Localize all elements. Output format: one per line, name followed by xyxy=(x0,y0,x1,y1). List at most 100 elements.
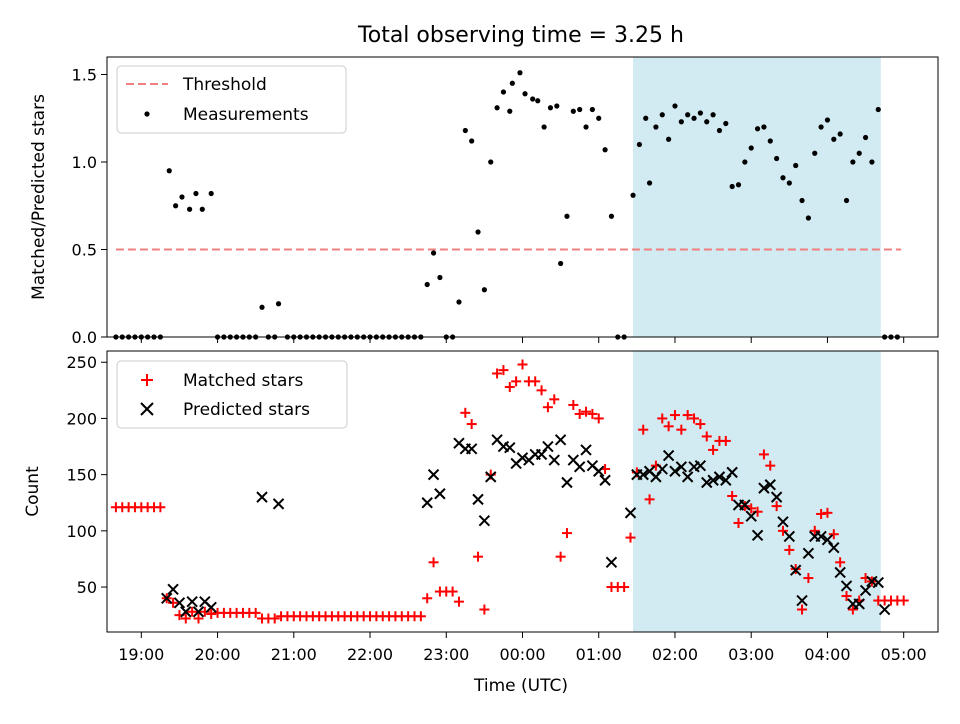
matched-star-point xyxy=(676,424,687,435)
y-tick-label: 150 xyxy=(66,466,97,485)
matched-star-point xyxy=(561,528,572,539)
matched-star-point xyxy=(657,413,668,424)
predicted-star-point xyxy=(272,498,285,510)
matched-star-point xyxy=(517,359,528,370)
y-tick-label: 1.0 xyxy=(72,153,97,172)
predicted-star-point xyxy=(701,476,713,489)
predicted-star-point xyxy=(516,452,529,464)
measurement-point xyxy=(583,124,589,130)
predicted-star-point xyxy=(675,461,688,473)
matched-star-point xyxy=(428,557,439,568)
matched-star-point xyxy=(708,444,719,455)
predicted-star-point xyxy=(802,547,815,560)
predicted-star-point xyxy=(504,441,516,454)
matched-star-point xyxy=(498,365,509,376)
measurement-point xyxy=(259,304,265,310)
matched-star-point xyxy=(542,402,553,413)
measurement-point xyxy=(774,155,780,162)
measurement-point xyxy=(697,110,703,116)
matched-star-point xyxy=(638,424,649,435)
bottom-shaded-window xyxy=(633,351,881,632)
predicted-star-point xyxy=(694,459,707,472)
predicted-star-point xyxy=(465,443,478,455)
predicted-star-point xyxy=(542,440,554,453)
measurement-point xyxy=(173,203,179,209)
x-axis-label: Time (UTC) xyxy=(473,676,568,696)
predicted-star-point xyxy=(758,482,770,494)
measurement-point xyxy=(608,213,615,219)
measurement-point xyxy=(602,147,608,153)
measurement-point xyxy=(735,182,742,188)
matched-star-point xyxy=(733,517,744,528)
predicted-star-point xyxy=(573,461,586,473)
predicted-star-point xyxy=(605,556,618,569)
matched-star-point xyxy=(206,609,217,620)
predicted-star-point xyxy=(656,463,668,475)
x-tick-label: 01:00 xyxy=(576,645,622,664)
y-tick-label: 0.0 xyxy=(72,328,97,347)
measurement-point xyxy=(723,120,729,127)
predicted-star-point xyxy=(561,476,573,489)
predicted-star-point xyxy=(421,497,433,509)
measurement-point xyxy=(275,301,282,307)
predicted-star-point xyxy=(821,534,834,546)
y-tick-label: 50 xyxy=(77,578,97,597)
matched-star-point xyxy=(155,502,166,513)
y-tick-label: 200 xyxy=(66,409,97,428)
predicted-star-point xyxy=(789,564,802,576)
measurement-point xyxy=(494,105,500,111)
measurement-point xyxy=(685,112,691,118)
measurement-point xyxy=(481,287,487,293)
measurement-point xyxy=(786,180,792,186)
matched-star-point xyxy=(701,431,712,442)
matched-star-point xyxy=(752,506,763,517)
measurement-point xyxy=(630,192,636,198)
matched-star-point xyxy=(727,490,738,501)
measurement-point xyxy=(517,70,523,76)
bottom-legend-box xyxy=(116,360,348,429)
predicted-star-point xyxy=(751,529,764,542)
measurement-point xyxy=(193,190,199,197)
matched-star-point xyxy=(555,551,566,562)
matched-star-point xyxy=(479,604,490,615)
x-tick-label: 03:00 xyxy=(728,645,774,664)
matched-star-point xyxy=(682,410,693,421)
matched-star-point xyxy=(250,607,261,618)
measurement-point xyxy=(837,131,843,137)
matched-star-point xyxy=(847,604,858,615)
matched-star-point xyxy=(771,501,782,512)
legend-measurements-swatch xyxy=(144,111,150,117)
matched-star-point xyxy=(473,551,484,562)
matched-star-point xyxy=(784,544,795,555)
measurement-point xyxy=(710,112,716,118)
bottom-legend: Matched stars Predicted stars xyxy=(116,360,348,429)
measurement-point xyxy=(653,124,659,130)
matched-star-point xyxy=(765,460,776,471)
measurement-point xyxy=(500,89,507,95)
figure-title: Total observing time = 3.25 h xyxy=(357,23,684,48)
measurement-point xyxy=(767,138,773,144)
predicted-star-point xyxy=(485,471,497,483)
measurement-point xyxy=(179,194,185,200)
matched-star-point xyxy=(669,410,680,421)
matched-star-point xyxy=(581,406,592,417)
measurement-point xyxy=(564,213,570,219)
matched-star-point xyxy=(695,419,706,430)
legend-threshold-label: Threshold xyxy=(182,75,267,95)
matched-star-point xyxy=(803,573,814,584)
predicted-star-point xyxy=(637,468,649,481)
matched-star-point xyxy=(492,368,503,379)
matched-star-point xyxy=(422,593,433,604)
top-panel: 0.0 0.5 1.0 1.5 Matched/Predicted stars Thr… xyxy=(29,56,939,347)
matched-star-point xyxy=(536,385,547,396)
matched-star-point xyxy=(568,399,579,410)
measurement-point xyxy=(462,127,468,134)
measurement-point xyxy=(509,80,515,86)
matched-star-point xyxy=(168,597,179,608)
measurement-point xyxy=(672,103,678,109)
predicted-star-point xyxy=(554,434,567,446)
matched-star-point xyxy=(809,525,820,536)
y-tick-label: 0.5 xyxy=(72,241,97,260)
x-tick-label: 19:00 xyxy=(118,645,164,664)
